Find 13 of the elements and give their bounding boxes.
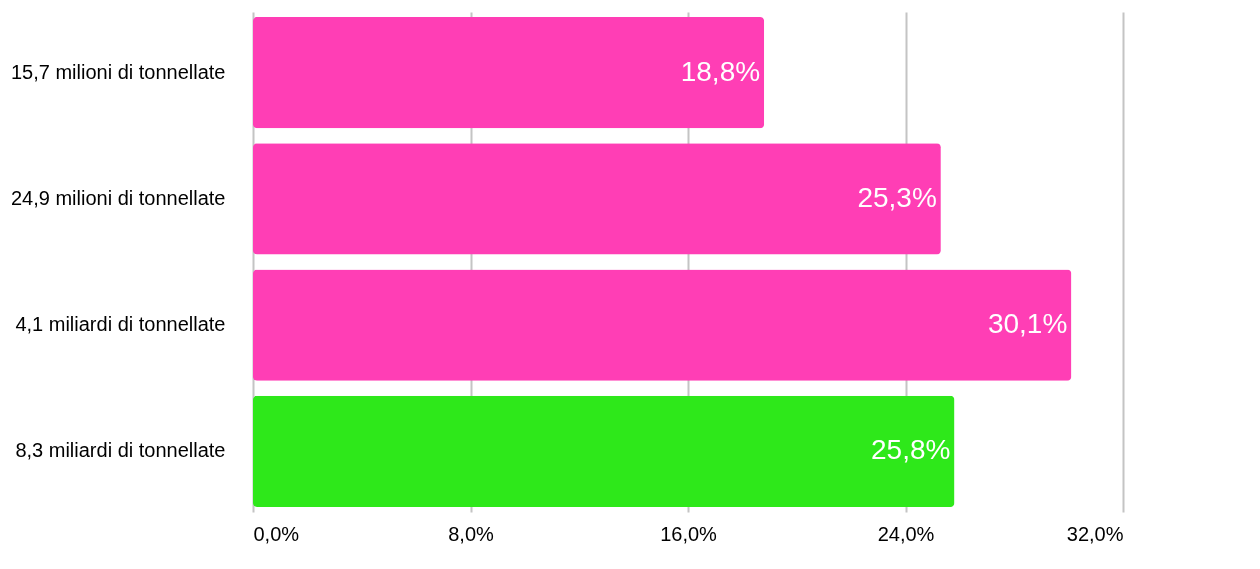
x-tick-label: 32,0%: [1066, 522, 1124, 545]
y-tick-label: 4,1 miliardi di tonnellate: [15, 313, 226, 336]
y-tick-label: 8,3 miliardi di tonnellate: [15, 439, 226, 462]
y-tick-label: 24,9 milioni di tonnellate: [10, 186, 226, 209]
x-tick-label: 0,0%: [253, 522, 300, 545]
data-label: 30,1%: [987, 308, 1068, 340]
data-label: 18,8%: [680, 55, 761, 87]
data-label: 25,3%: [857, 181, 937, 213]
x-tick-label: 24,0%: [877, 522, 935, 545]
data-label: 25,8%: [871, 434, 951, 466]
y-tick-label: 15,7 milioni di tonnellate: [10, 60, 226, 83]
x-tick-label: 16,0%: [660, 522, 718, 545]
x-tick-label: 8,0%: [448, 522, 495, 545]
